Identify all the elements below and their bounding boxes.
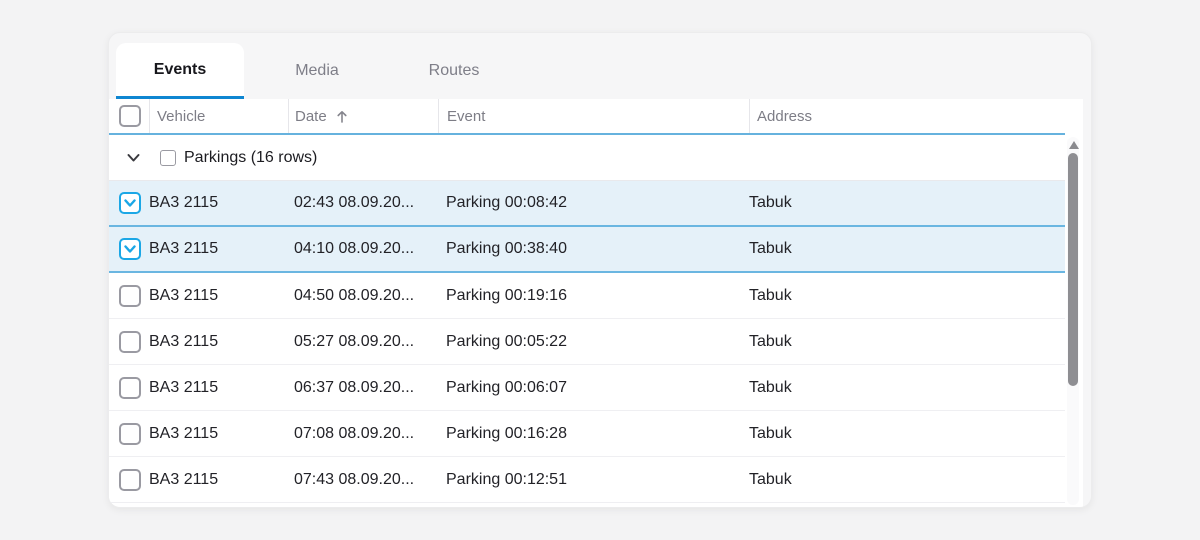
select-all-checkbox[interactable] [119, 105, 141, 127]
events-panel: Events Media Routes Vehicle Date [108, 32, 1092, 508]
table-row[interactable]: BA3 2115 07:08 08.09.20... Parking 00:16… [109, 411, 1065, 457]
column-header-address-label: Address [757, 107, 813, 125]
row-checkbox-checked[interactable] [119, 238, 141, 260]
address-cell: Tabuk [749, 470, 792, 488]
scrollbar-up-arrow-icon[interactable] [1069, 141, 1079, 149]
vehicle-cell: BA3 2115 [149, 424, 219, 442]
row-checkbox[interactable] [119, 468, 141, 491]
tab-media-label: Media [295, 62, 339, 79]
tab-bar: Events Media Routes [109, 33, 1091, 99]
row-checkbox-cell [109, 273, 149, 318]
table-header-row: Vehicle Date Event Address [109, 99, 1065, 135]
group-row-parkings[interactable]: Parkings (16 rows) [109, 135, 1065, 181]
table-row[interactable]: BA3 2115 04:50 08.09.20... Parking 00:19… [109, 273, 1065, 319]
tab-media[interactable]: Media [253, 43, 381, 99]
select-all-cell [109, 99, 149, 133]
chevron-down-icon[interactable] [125, 149, 142, 166]
vehicle-cell: BA3 2115 [149, 240, 219, 257]
tab-events[interactable]: Events [116, 43, 244, 99]
event-cell: Parking 00:05:22 [446, 332, 567, 350]
row-checkbox-cell [109, 227, 149, 271]
events-table: Vehicle Date Event Address [109, 99, 1083, 507]
column-header-address[interactable]: Address [749, 99, 1065, 133]
date-cell: 04:50 08.09.20... [294, 286, 415, 304]
row-checkbox-checked[interactable] [119, 192, 141, 214]
row-checkbox-cell [109, 181, 149, 225]
column-header-vehicle-label: Vehicle [157, 107, 206, 125]
table-row[interactable]: BA3 2115 05:27 08.09.20... Parking 00:05… [109, 319, 1065, 365]
row-checkbox-cell [109, 319, 149, 364]
address-cell: Tabuk [749, 240, 792, 257]
tab-events-label: Events [153, 60, 207, 78]
event-cell: Parking 00:19:16 [446, 286, 567, 304]
row-checkbox[interactable] [119, 330, 141, 353]
event-cell: Parking 00:12:51 [446, 470, 567, 488]
column-header-vehicle[interactable]: Vehicle [149, 99, 288, 133]
event-cell: Parking 00:06:07 [446, 378, 567, 396]
row-checkbox-cell [109, 457, 149, 502]
group-checkbox[interactable] [160, 149, 176, 166]
group-label: Parkings (16 rows) [184, 148, 318, 166]
address-cell: Tabuk [749, 194, 792, 211]
sort-arrow-up-icon [336, 109, 348, 124]
table-row[interactable]: BA3 2115 06:37 08.09.20... Parking 00:06… [109, 365, 1065, 411]
table-row[interactable]: BA3 2115 04:10 08.09.20... Parking 00:38… [109, 227, 1065, 273]
vehicle-cell: BA3 2115 [149, 286, 219, 304]
event-cell: Parking 00:16:28 [446, 424, 567, 442]
vehicle-cell: BA3 2115 [149, 378, 219, 396]
date-cell: 07:08 08.09.20... [294, 424, 415, 442]
vehicle-cell: BA3 2115 [149, 470, 219, 488]
tab-routes-label: Routes [428, 62, 480, 79]
event-cell: Parking 00:38:40 [446, 240, 567, 257]
column-header-date[interactable]: Date [288, 99, 438, 133]
address-cell: Tabuk [749, 332, 792, 350]
date-cell: 05:27 08.09.20... [294, 332, 415, 350]
date-cell: 04:10 08.09.20... [294, 240, 415, 257]
date-cell: 02:43 08.09.20... [294, 194, 415, 211]
table-row[interactable]: BA3 2115 02:43 08.09.20... Parking 00:08… [109, 181, 1065, 227]
column-header-date-label: Date [295, 107, 327, 125]
table-row[interactable]: BA3 2115 07:43 08.09.20... Parking 00:12… [109, 457, 1065, 503]
row-checkbox-cell [109, 365, 149, 410]
column-header-event-label: Event [447, 107, 486, 125]
row-checkbox[interactable] [119, 284, 141, 307]
date-cell: 07:43 08.09.20... [294, 470, 415, 488]
event-cell: Parking 00:08:42 [446, 194, 567, 211]
scrollbar-thumb[interactable] [1068, 153, 1078, 386]
address-cell: Tabuk [749, 286, 792, 304]
row-checkbox[interactable] [119, 376, 141, 399]
row-checkbox[interactable] [119, 422, 141, 445]
address-cell: Tabuk [749, 424, 792, 442]
date-cell: 06:37 08.09.20... [294, 378, 415, 396]
address-cell: Tabuk [749, 378, 792, 396]
vehicle-cell: BA3 2115 [149, 194, 219, 211]
vehicle-cell: BA3 2115 [149, 332, 219, 350]
row-checkbox-cell [109, 411, 149, 456]
tab-routes[interactable]: Routes [390, 43, 518, 99]
column-header-event[interactable]: Event [438, 99, 749, 133]
